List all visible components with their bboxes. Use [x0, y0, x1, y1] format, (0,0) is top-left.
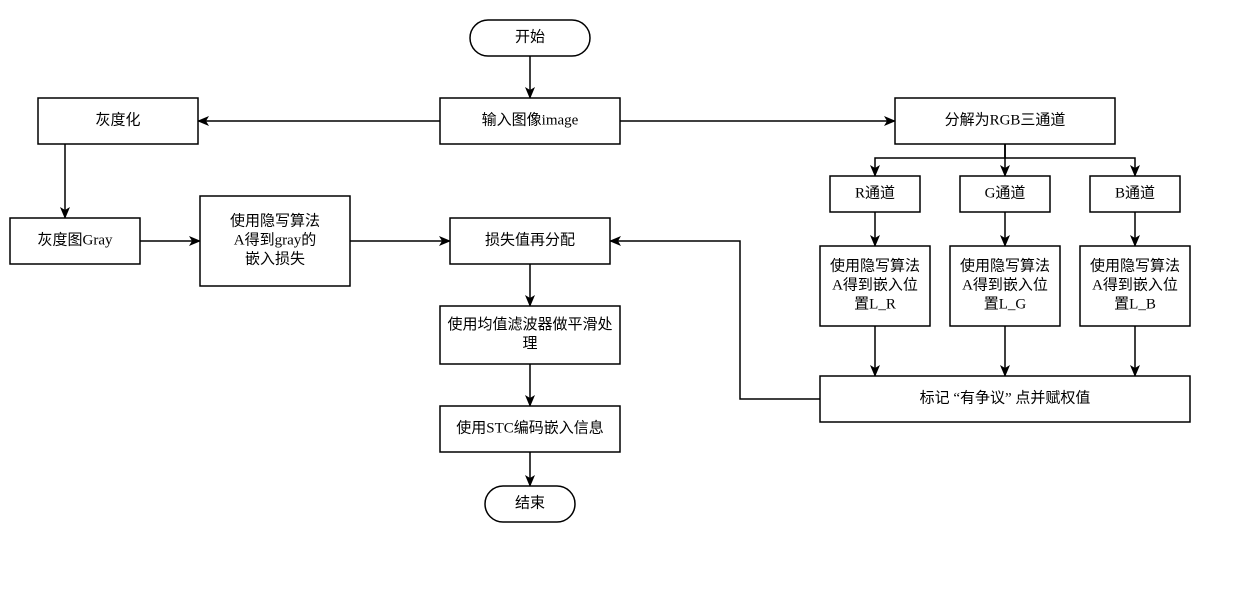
edge-decompose-b_ch	[1005, 144, 1135, 176]
node-alg_g-label: 使用隐写算法	[960, 256, 1050, 274]
node-end: 结束	[485, 486, 575, 522]
node-grayimg: 灰度图Gray	[10, 218, 140, 264]
node-alg_r-label: 置L_R	[854, 296, 896, 312]
node-smooth: 使用均值滤波器做平滑处理	[440, 306, 620, 364]
node-g_ch: G通道	[960, 176, 1050, 212]
node-smooth-label: 理	[522, 336, 537, 352]
node-b_ch: B通道	[1090, 176, 1180, 212]
node-stc-label: 使用STC编码嵌入信息	[456, 419, 604, 436]
node-alg_gray-label: A得到gray的	[234, 231, 317, 248]
node-stc: 使用STC编码嵌入信息	[440, 406, 620, 452]
node-input-label: 输入图像image	[482, 111, 579, 128]
node-end-label: 结束	[515, 494, 545, 511]
node-r_ch-label: R通道	[855, 184, 895, 201]
node-g_ch-label: G通道	[985, 184, 1026, 201]
node-smooth-label: 使用均值滤波器做平滑处	[447, 316, 612, 333]
node-b_ch-label: B通道	[1115, 184, 1155, 201]
nodes-layer: 开始输入图像image 灰度化 分解为RGB三通道灰度图Gray 使用隐写算法 A得到g…	[10, 20, 1190, 522]
node-alg_r: 使用隐写算法 A得到嵌入位置L_R	[820, 246, 930, 326]
node-start: 开始	[470, 20, 590, 56]
node-alg_b: 使用隐写算法 A得到嵌入位置L_B	[1080, 246, 1190, 326]
node-alg_g: 使用隐写算法 A得到嵌入位置L_G	[950, 246, 1060, 326]
flowchart-canvas: 开始输入图像image 灰度化 分解为RGB三通道灰度图Gray 使用隐写算法 A得到g…	[0, 0, 1239, 612]
node-alg_g-label: A得到嵌入位	[962, 276, 1048, 293]
node-alg_g-label: 置L_G	[984, 296, 1027, 312]
node-mark-label: 标记 “有争议” 点并赋权值	[920, 388, 1091, 406]
node-grayify-label: 灰度化	[95, 111, 140, 128]
node-grayimg-label: 灰度图Gray	[38, 231, 113, 248]
node-redistribute-label: 损失值再分配	[485, 231, 575, 248]
node-alg_b-label: 置L_B	[1114, 296, 1156, 312]
node-alg_r-label: 使用隐写算法	[830, 256, 920, 274]
node-alg_gray-label: 嵌入损失	[245, 250, 305, 267]
node-alg_b-label: A得到嵌入位	[1092, 276, 1178, 293]
node-grayify: 灰度化	[38, 98, 198, 144]
node-start-label: 开始	[515, 28, 545, 45]
node-decompose: 分解为RGB三通道	[895, 98, 1115, 144]
node-alg_gray-label: 使用隐写算法	[230, 211, 320, 229]
node-redistribute: 损失值再分配	[450, 218, 610, 264]
node-input: 输入图像image	[440, 98, 620, 144]
edge-mark-redistribute	[610, 241, 820, 399]
node-mark: 标记 “有争议” 点并赋权值	[820, 376, 1190, 422]
node-alg_r-label: A得到嵌入位	[832, 276, 918, 293]
node-alg_b-label: 使用隐写算法	[1090, 256, 1180, 274]
node-alg_gray: 使用隐写算法 A得到gray的嵌入损失	[200, 196, 350, 286]
node-decompose-label: 分解为RGB三通道	[945, 111, 1066, 128]
edge-decompose-r_ch	[875, 144, 1005, 176]
node-r_ch: R通道	[830, 176, 920, 212]
